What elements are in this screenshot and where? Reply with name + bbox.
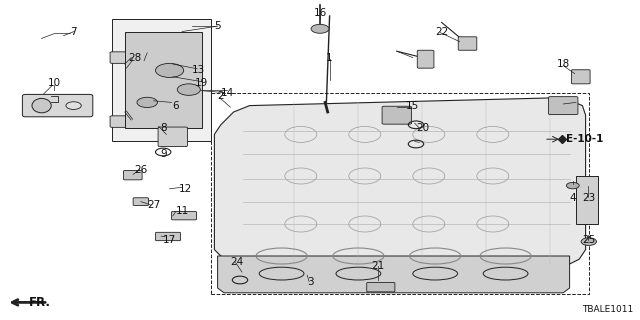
Ellipse shape <box>32 99 51 113</box>
Polygon shape <box>218 256 570 293</box>
FancyBboxPatch shape <box>22 94 93 117</box>
Text: 21: 21 <box>371 260 384 271</box>
FancyBboxPatch shape <box>417 50 434 68</box>
Text: 12: 12 <box>179 184 192 194</box>
Text: 20: 20 <box>416 123 429 133</box>
FancyBboxPatch shape <box>133 198 148 205</box>
Circle shape <box>137 97 157 108</box>
Text: 25: 25 <box>582 235 595 245</box>
Text: 10: 10 <box>48 78 61 88</box>
FancyBboxPatch shape <box>110 116 149 127</box>
Text: 14: 14 <box>221 88 234 98</box>
Text: 7: 7 <box>70 27 77 37</box>
FancyBboxPatch shape <box>382 106 412 124</box>
Text: 2: 2 <box>218 91 224 101</box>
Text: 19: 19 <box>195 78 208 88</box>
Circle shape <box>566 182 579 189</box>
Text: 24: 24 <box>230 257 243 268</box>
Text: 6: 6 <box>173 100 179 111</box>
Circle shape <box>581 238 596 245</box>
FancyBboxPatch shape <box>172 212 196 220</box>
Text: 23: 23 <box>582 193 595 204</box>
Text: 22: 22 <box>435 27 448 37</box>
Text: 8: 8 <box>160 123 166 133</box>
Text: TBALE1011: TBALE1011 <box>582 305 634 314</box>
Polygon shape <box>576 176 598 224</box>
FancyBboxPatch shape <box>458 37 477 50</box>
Text: 26: 26 <box>134 164 147 175</box>
Text: 1: 1 <box>326 52 333 63</box>
Circle shape <box>156 63 184 77</box>
FancyBboxPatch shape <box>156 232 180 241</box>
FancyBboxPatch shape <box>367 283 395 292</box>
Text: FR.: FR. <box>29 296 51 309</box>
Text: 9: 9 <box>160 148 166 159</box>
Text: 18: 18 <box>557 59 570 69</box>
Text: 15: 15 <box>406 100 419 111</box>
Text: 28: 28 <box>128 52 141 63</box>
Circle shape <box>311 24 329 33</box>
Polygon shape <box>214 98 586 267</box>
Text: 27: 27 <box>147 200 160 210</box>
Circle shape <box>177 84 200 95</box>
FancyBboxPatch shape <box>124 171 142 180</box>
Text: 16: 16 <box>314 8 326 18</box>
Text: E-10-1: E-10-1 <box>566 134 604 144</box>
Text: 3: 3 <box>307 276 314 287</box>
Text: 11: 11 <box>176 206 189 216</box>
Text: 17: 17 <box>163 235 176 245</box>
Text: 13: 13 <box>192 65 205 76</box>
Circle shape <box>66 102 81 109</box>
Text: 5: 5 <box>214 20 221 31</box>
FancyBboxPatch shape <box>110 52 149 63</box>
FancyBboxPatch shape <box>112 19 211 141</box>
Polygon shape <box>125 32 202 128</box>
FancyBboxPatch shape <box>572 70 590 84</box>
FancyBboxPatch shape <box>158 127 188 147</box>
Text: 4: 4 <box>570 193 576 204</box>
FancyBboxPatch shape <box>548 97 578 115</box>
